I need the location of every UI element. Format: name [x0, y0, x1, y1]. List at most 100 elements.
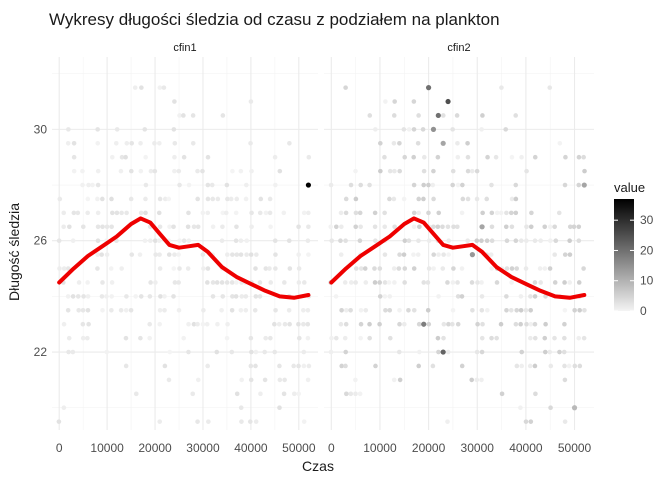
- data-point: [441, 252, 446, 257]
- data-point: [80, 335, 86, 341]
- data-point: [518, 238, 524, 244]
- data-point: [148, 168, 154, 174]
- data-point: [239, 377, 244, 383]
- data-point: [81, 294, 86, 299]
- data-point: [305, 377, 311, 383]
- data-point: [291, 363, 296, 369]
- data-point: [229, 308, 235, 313]
- data-point: [152, 238, 158, 244]
- data-point: [296, 224, 301, 230]
- data-point: [548, 238, 553, 244]
- data-point: [519, 363, 524, 369]
- data-point: [538, 238, 544, 244]
- data-point: [382, 210, 387, 216]
- data-point: [143, 210, 148, 216]
- data-point: [56, 419, 62, 424]
- data-point: [581, 266, 586, 271]
- data-point: [373, 363, 378, 369]
- data-point: [257, 210, 263, 216]
- data-point: [397, 308, 402, 313]
- data-point: [561, 349, 567, 355]
- data-point: [445, 349, 451, 355]
- legend-tick-label: 20: [640, 243, 654, 257]
- data-point: [234, 280, 239, 285]
- data-point: [156, 238, 162, 244]
- data-point: [411, 99, 417, 104]
- data-point: [383, 99, 388, 104]
- data-point: [474, 196, 480, 202]
- data-point: [382, 224, 388, 230]
- data-point: [205, 196, 211, 202]
- data-point: [201, 308, 206, 313]
- data-points: [56, 85, 312, 424]
- data-point: [200, 252, 206, 257]
- data-point: [353, 391, 358, 397]
- data-point: [281, 391, 287, 397]
- data-point: [422, 154, 427, 160]
- data-point: [417, 224, 422, 230]
- data-point: [353, 280, 358, 285]
- data-point: [343, 210, 349, 216]
- data-point: [431, 224, 436, 230]
- data-point: [527, 363, 533, 369]
- data-point: [504, 266, 510, 271]
- data-point: [138, 335, 143, 341]
- data-point: [415, 140, 421, 146]
- data-point: [328, 224, 333, 230]
- data-point: [518, 308, 524, 313]
- data-point: [436, 252, 441, 257]
- data-point: [562, 252, 568, 257]
- data-point: [387, 294, 393, 299]
- data-point: [186, 349, 191, 355]
- data-point: [56, 238, 62, 244]
- data-point: [475, 280, 480, 285]
- data-point: [306, 363, 312, 369]
- data-point: [450, 321, 455, 327]
- data-point: [445, 224, 451, 230]
- data-point: [249, 210, 254, 216]
- data-point: [571, 224, 577, 230]
- data-point: [426, 266, 432, 271]
- data-point: [172, 168, 177, 174]
- data-point: [397, 168, 403, 174]
- data-point: [248, 363, 254, 369]
- data-point: [205, 280, 210, 285]
- y-tick-label: 22: [34, 345, 48, 359]
- data-point: [547, 224, 553, 230]
- data-point: [343, 196, 349, 202]
- data-point: [402, 266, 408, 271]
- data-point: [548, 405, 553, 411]
- data-point: [563, 154, 568, 160]
- x-axis-title: Czas: [302, 458, 334, 474]
- data-point: [553, 238, 559, 244]
- data-point: [277, 363, 282, 369]
- data-point: [153, 280, 158, 285]
- data-point: [455, 294, 461, 299]
- data-point: [277, 377, 283, 383]
- data-point: [576, 224, 582, 230]
- data-point: [287, 266, 293, 271]
- data-point: [576, 154, 582, 160]
- data-point: [177, 238, 182, 244]
- data-point: [100, 224, 105, 230]
- data-point: [411, 210, 417, 216]
- data-point: [305, 182, 312, 188]
- data-point: [185, 266, 191, 271]
- data-point: [436, 294, 441, 299]
- data-point: [109, 224, 114, 230]
- data-point: [156, 210, 162, 216]
- data-point: [157, 321, 162, 327]
- data-point: [342, 280, 348, 285]
- chart-title: Wykresy długości śledzia od czasu z podz…: [49, 10, 500, 29]
- data-point: [167, 349, 173, 355]
- data-point: [533, 391, 538, 397]
- data-point: [200, 210, 206, 216]
- data-point: [338, 321, 344, 327]
- data-point: [358, 321, 364, 327]
- data-point: [161, 85, 167, 90]
- data-point: [391, 196, 397, 202]
- data-point: [367, 321, 372, 327]
- data-point: [480, 210, 485, 216]
- x-tick-label: 10000: [363, 441, 397, 455]
- data-point: [249, 168, 254, 174]
